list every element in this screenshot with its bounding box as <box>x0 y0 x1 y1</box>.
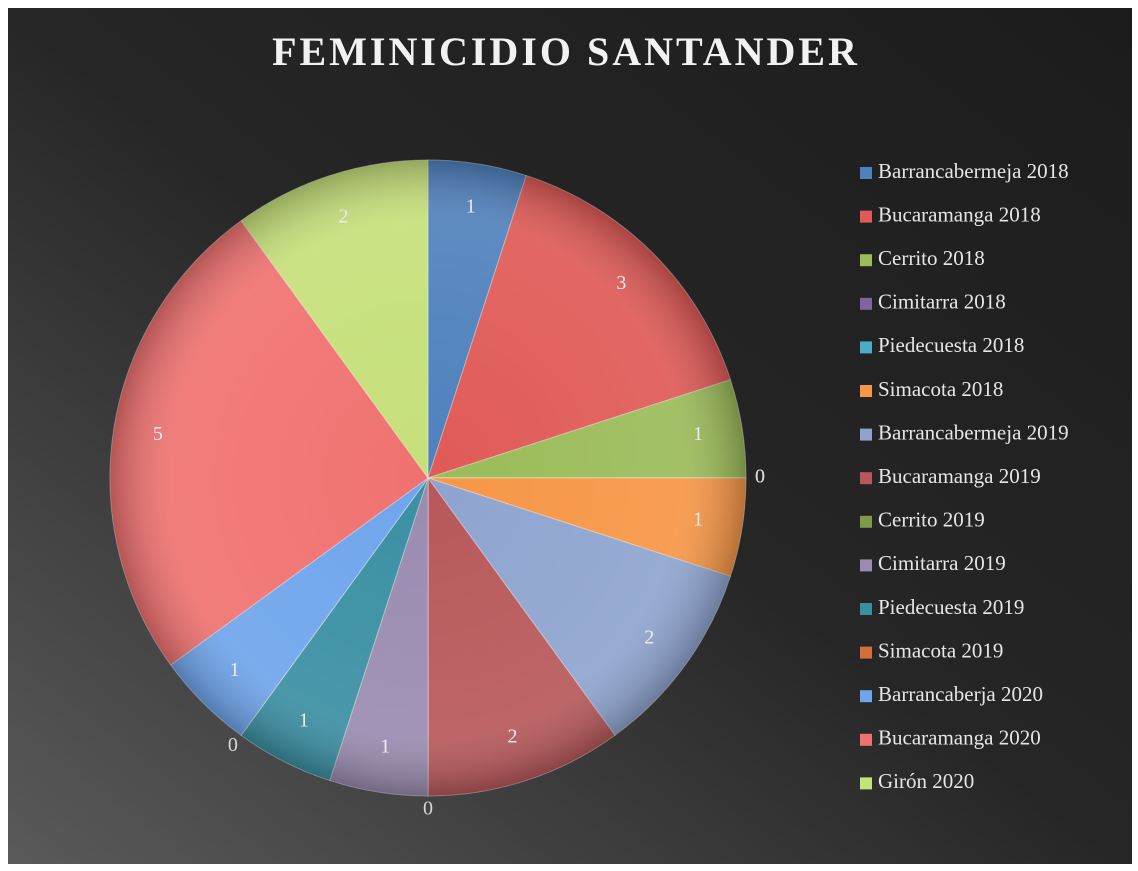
data-label: 0 <box>755 466 765 488</box>
legend-label: Simacota 2019 <box>878 638 1003 662</box>
data-label: 0 <box>755 466 765 488</box>
legend-label: Bucaramanga 2020 <box>878 726 1041 750</box>
legend-swatch <box>860 733 872 746</box>
legend-swatch <box>860 603 872 615</box>
data-label: 1 <box>693 508 703 530</box>
legend-label: Barrancabermeja 2019 <box>878 420 1069 444</box>
legend-label: Cimitarra 2019 <box>878 551 1006 575</box>
data-label: 2 <box>338 205 348 227</box>
legend-label: Barrancabermeja 2018 <box>878 159 1069 183</box>
data-label: 5 <box>153 423 163 445</box>
legend-label: Girón 2020 <box>878 769 974 793</box>
legend-swatch <box>860 646 872 659</box>
legend-swatch <box>860 559 872 572</box>
data-label: 0 <box>423 798 433 820</box>
legend-label: Cerrito 2019 <box>878 508 985 532</box>
legend-swatch <box>860 690 872 703</box>
legend-swatch <box>860 385 872 397</box>
legend-swatch <box>860 254 872 267</box>
legend-label: Piedecuesta 2019 <box>878 595 1024 619</box>
legend-label: Cimitarra 2018 <box>878 290 1006 314</box>
data-label: 2 <box>644 626 654 648</box>
legend-swatch <box>860 515 872 528</box>
data-label: 2 <box>508 726 518 748</box>
data-label: 0 <box>228 734 238 756</box>
legend-swatch <box>860 167 872 179</box>
legend-label: Piedecuesta 2018 <box>878 333 1024 357</box>
legend-swatch <box>860 210 872 223</box>
data-label: 3 <box>616 272 626 294</box>
legend-swatch <box>860 777 872 790</box>
data-label: 1 <box>466 195 476 217</box>
legend-swatch <box>860 428 872 441</box>
data-label: 1 <box>380 736 390 758</box>
legend-label: Cerrito 2018 <box>878 246 985 270</box>
legend-swatch <box>860 472 872 485</box>
legend-label: Simacota 2018 <box>878 377 1003 401</box>
legend-swatch <box>860 297 872 310</box>
legend-swatch <box>860 341 872 354</box>
data-label: 1 <box>693 423 703 445</box>
data-label: 1 <box>230 659 240 681</box>
legend-label: Bucaramanga 2018 <box>878 202 1041 226</box>
chart-title: FEMINICIDIO SANTANDER <box>272 29 860 74</box>
data-label: 1 <box>299 709 309 731</box>
legend-label: Barrancaberja 2020 <box>878 682 1043 706</box>
legend-label: Bucaramanga 2019 <box>878 464 1041 488</box>
